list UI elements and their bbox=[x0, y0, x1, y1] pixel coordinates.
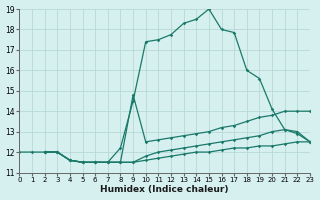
X-axis label: Humidex (Indice chaleur): Humidex (Indice chaleur) bbox=[100, 185, 229, 194]
